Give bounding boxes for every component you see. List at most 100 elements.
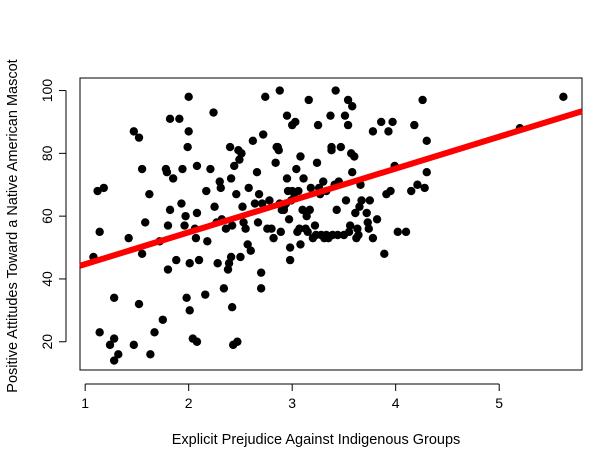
y-tick-label: 20 [39, 334, 55, 350]
data-point [201, 290, 210, 299]
x-tick-label: 3 [288, 395, 296, 411]
data-point [109, 293, 119, 302]
data-point [312, 158, 322, 167]
data-point [306, 183, 316, 193]
data-point [162, 167, 172, 177]
data-points [89, 86, 568, 365]
data-point [184, 92, 193, 102]
data-point [259, 130, 268, 139]
axes-layer: 1 2 3 4 5 20 40 60 80 100 [39, 79, 503, 411]
regression-line [79, 108, 583, 269]
data-point [422, 167, 431, 177]
data-point [336, 142, 346, 152]
x-tick-label: 4 [392, 395, 400, 411]
data-point [327, 146, 336, 155]
data-point [350, 152, 359, 161]
data-point [109, 356, 119, 365]
data-point [99, 183, 109, 193]
data-point [299, 174, 308, 183]
data-point [172, 255, 181, 265]
data-point [184, 127, 193, 136]
data-point [261, 92, 270, 102]
data-point [93, 186, 102, 196]
data-point [237, 149, 246, 158]
data-point [210, 202, 219, 211]
data-point [410, 120, 419, 130]
plot-frame-layer [79, 77, 583, 371]
data-point [343, 120, 353, 130]
data-point [253, 218, 263, 227]
data-point [141, 218, 150, 227]
data-point [185, 306, 194, 315]
data-point [129, 340, 139, 350]
x-tick-label: 2 [185, 395, 193, 411]
data-point [310, 221, 320, 230]
data-point [343, 95, 353, 105]
data-point [213, 259, 222, 268]
data-point [368, 233, 378, 243]
data-point [271, 158, 280, 167]
data-point [257, 199, 267, 208]
data-point [215, 177, 224, 186]
data-point [275, 86, 284, 95]
data-point [292, 164, 301, 174]
data-point [178, 164, 187, 174]
data-point [354, 230, 363, 240]
data-point [274, 146, 283, 155]
data-point [365, 196, 375, 205]
data-point [209, 108, 218, 117]
data-point [192, 208, 202, 218]
data-point [163, 265, 173, 274]
data-point [386, 186, 395, 196]
data-point [372, 215, 382, 224]
data-point [269, 233, 278, 243]
data-point [192, 337, 202, 346]
data-point [227, 303, 237, 312]
data-point [243, 240, 252, 249]
data-point [150, 328, 159, 337]
data-point [413, 180, 422, 189]
data-point [216, 183, 225, 193]
data-point [233, 337, 242, 346]
data-point [340, 111, 350, 120]
data-point [221, 224, 231, 233]
x-tick-label: 1 [81, 395, 89, 411]
data-point [326, 111, 335, 120]
data-point [407, 186, 416, 196]
data-point [285, 255, 295, 265]
data-point [180, 221, 189, 230]
data-point [384, 127, 393, 136]
data-point [303, 227, 312, 237]
data-point [182, 293, 191, 302]
data-point [105, 340, 115, 350]
data-point [248, 136, 258, 145]
data-point [254, 189, 264, 199]
data-point [246, 246, 255, 255]
data-point [345, 221, 355, 230]
data-point [364, 224, 373, 233]
data-point [333, 230, 342, 240]
data-point [313, 120, 323, 130]
data-point [168, 174, 178, 183]
data-point [267, 224, 276, 233]
data-point [284, 215, 294, 224]
y-axis-title: Positive Attitudes Toward a Native Ameri… [5, 59, 21, 392]
data-point [256, 268, 266, 277]
data-point [295, 224, 304, 233]
data-point [109, 334, 119, 343]
data-point [183, 142, 192, 152]
data-point [194, 255, 204, 265]
data-point [226, 252, 236, 262]
data-point [304, 95, 313, 105]
data-point [298, 205, 307, 215]
data-point [256, 284, 266, 293]
data-point [192, 161, 202, 171]
data-point [344, 227, 354, 237]
data-point [165, 114, 175, 124]
data-point [226, 174, 236, 183]
x-axis-title: Explicit Prejudice Against Indigenous Gr… [172, 432, 461, 448]
plot-area-border [79, 77, 583, 371]
data-point [282, 174, 292, 183]
